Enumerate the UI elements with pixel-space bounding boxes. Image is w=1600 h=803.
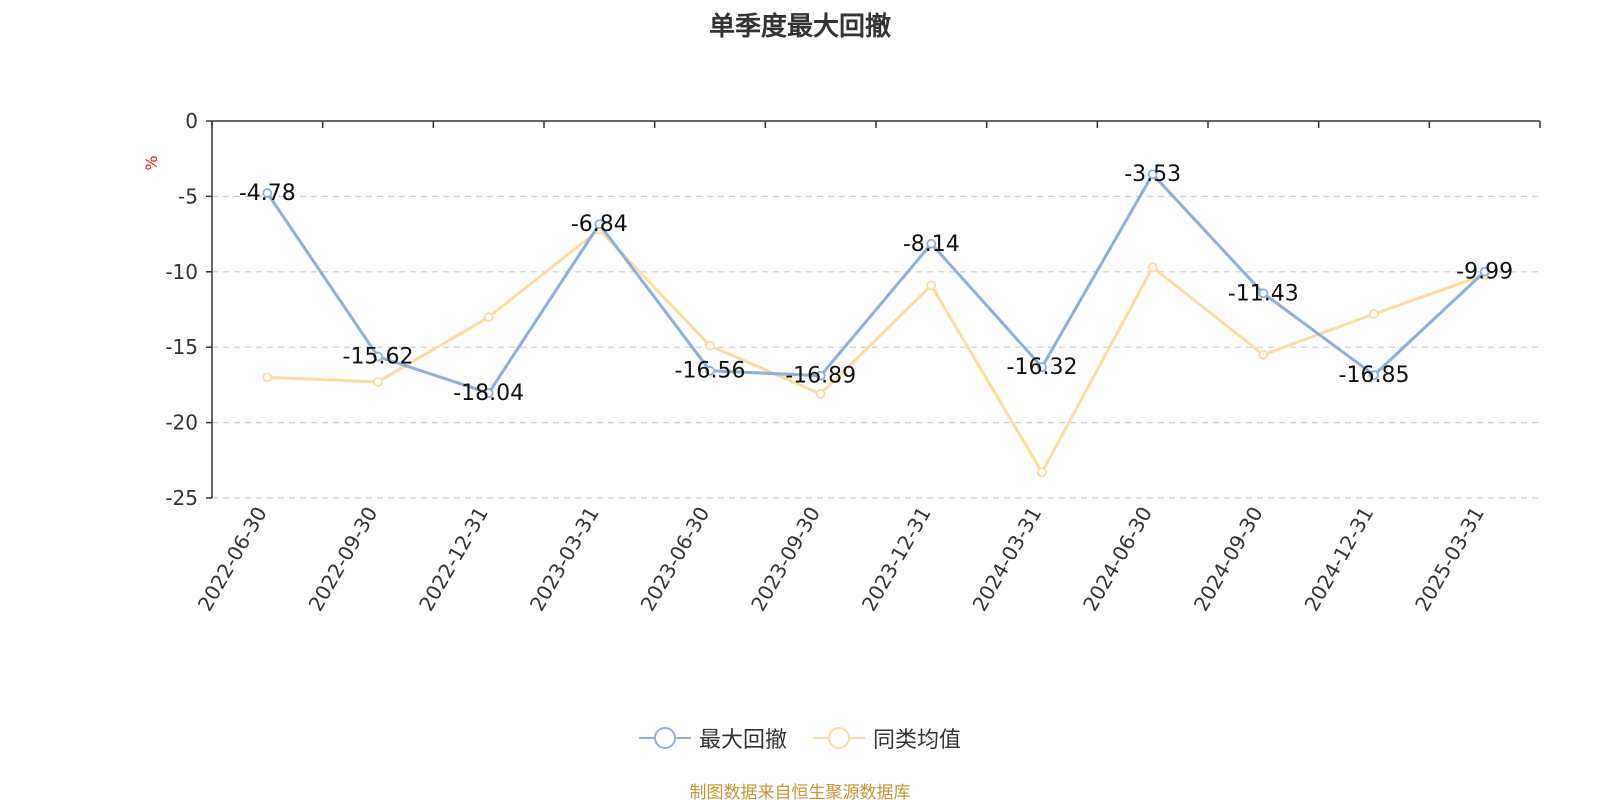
x-tick-label: 2022-12-31 xyxy=(414,502,493,615)
x-tick-label: 2025-03-31 xyxy=(1410,503,1489,616)
y-tick-label: -15 xyxy=(165,335,198,359)
x-tick-label: 2023-12-31 xyxy=(857,502,936,615)
data-point-1 xyxy=(1258,349,1269,360)
data-point-0 xyxy=(1037,362,1047,373)
series-line-1 xyxy=(267,228,1486,474)
data-label: -6.84 xyxy=(571,212,628,237)
data-point-0 xyxy=(705,365,715,376)
data-label: -16.85 xyxy=(1339,363,1410,388)
x-tick-label: 2022-06-30 xyxy=(193,503,272,616)
legend-line-circle-icon xyxy=(813,727,865,749)
y-tick-label: 0 xyxy=(185,109,198,133)
data-point-0 xyxy=(1147,169,1158,180)
y-tick-label: -5 xyxy=(178,184,198,208)
data-point-1 xyxy=(483,312,494,322)
data-point-0 xyxy=(926,238,937,249)
data-label: -3.53 xyxy=(1124,162,1181,187)
y-tick-label: -25 xyxy=(165,486,198,510)
x-tick-label: 2023-06-30 xyxy=(635,503,714,616)
data-point-0 xyxy=(483,388,494,398)
data-point-0 xyxy=(594,219,605,230)
data-label: -9.99 xyxy=(1456,260,1513,285)
data-point-1 xyxy=(1369,309,1379,319)
data-label: -16.56 xyxy=(675,359,746,384)
data-point-1 xyxy=(1037,467,1047,478)
data-point-0 xyxy=(373,351,383,362)
data-point-1 xyxy=(815,389,826,399)
y-tick-label: -20 xyxy=(165,411,198,435)
y-tick-label: -10 xyxy=(165,260,198,284)
chart-title: 单季度最大回撤 xyxy=(708,12,891,42)
x-tick-label: 2023-03-31 xyxy=(525,503,604,616)
data-point-0 xyxy=(1369,370,1379,380)
data-label: -4.78 xyxy=(239,181,296,206)
data-point-0 xyxy=(815,370,826,381)
legend-label-peer-average: 同类均值 xyxy=(873,728,962,753)
data-point-0 xyxy=(1479,266,1490,277)
legend-item-peer-average[interactable]: 同类均值 xyxy=(813,722,961,754)
data-point-1 xyxy=(705,340,715,351)
data-point-1 xyxy=(262,372,273,383)
data-point-0 xyxy=(262,188,273,198)
x-tick-label: 2024-06-30 xyxy=(1078,503,1157,616)
source-note: 制图数据来自恒生聚源数据库 xyxy=(689,783,911,803)
legend-line-circle-icon xyxy=(638,727,691,749)
data-point-1 xyxy=(1147,262,1158,273)
x-tick-label: 2024-03-31 xyxy=(967,503,1046,616)
data-label: -8.14 xyxy=(903,232,960,257)
data-label: -18.04 xyxy=(453,381,524,406)
legend-item-drawdown[interactable]: 最大回撤 xyxy=(638,722,787,754)
x-tick-label: 2023-09-30 xyxy=(746,503,825,616)
data-label: -16.32 xyxy=(1007,355,1078,380)
data-point-1 xyxy=(373,376,383,387)
series-line-0 xyxy=(266,172,1486,395)
data-point-1 xyxy=(926,280,937,291)
x-tick-label: 2024-09-30 xyxy=(1189,503,1268,616)
y-axis-unit: % xyxy=(142,155,161,170)
x-tick-label: 2024-12-31 xyxy=(1299,503,1378,616)
data-label: -15.62 xyxy=(343,345,414,370)
data-label: -16.89 xyxy=(785,364,856,389)
x-tick-label: 2022-09-30 xyxy=(303,503,382,616)
data-label: -11.43 xyxy=(1228,281,1299,306)
legend-label-drawdown: 最大回撤 xyxy=(698,728,787,753)
legend: 最大回撤 同类均值 xyxy=(0,722,1600,754)
data-point-0 xyxy=(1258,288,1269,299)
